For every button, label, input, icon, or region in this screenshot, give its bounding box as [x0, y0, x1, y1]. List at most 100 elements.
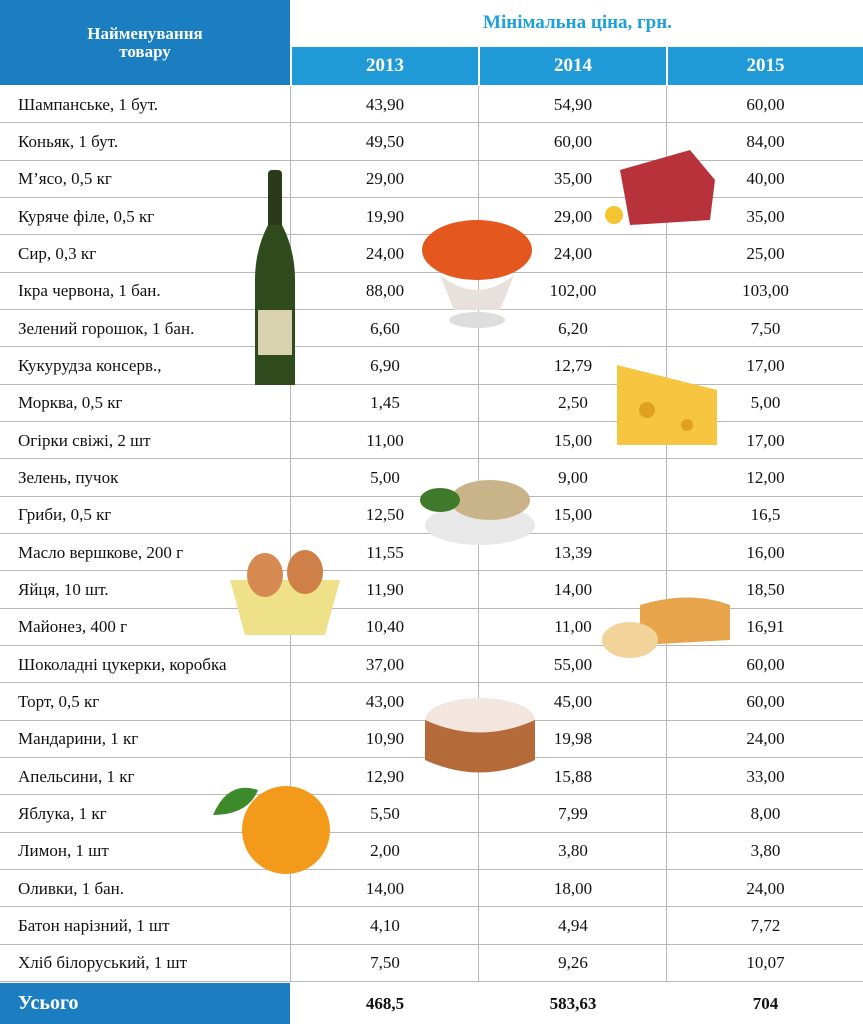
price: 16,5 [750, 505, 781, 525]
price: 29,00 [553, 206, 593, 226]
row-line [0, 869, 863, 870]
price: 18,50 [746, 579, 785, 599]
item-name: М’ясо, 0,5 кг [18, 169, 112, 189]
row-line [0, 159, 863, 161]
year-header: 2014 [480, 47, 666, 85]
item-name: Шампанське, 1 бут. [18, 94, 159, 114]
price: 10,07 [746, 953, 785, 973]
price: 24,00 [365, 243, 405, 263]
item-name: Лимон, 1 шт [18, 841, 109, 861]
item-name: Морква, 0,5 кг [18, 393, 123, 413]
item-name: Сир, 0,3 кг [18, 243, 97, 263]
price: 12,00 [746, 467, 785, 487]
price: 40,00 [746, 169, 785, 189]
price: 35,00 [553, 169, 593, 189]
price: 14,00 [365, 878, 405, 898]
price: 6,60 [370, 318, 400, 338]
price: 43,90 [365, 94, 405, 114]
row-line [0, 645, 863, 646]
price: 12,50 [365, 505, 405, 525]
row-line [0, 981, 863, 982]
row-line [0, 831, 863, 833]
price: 11,00 [366, 430, 404, 450]
col-line [290, 86, 291, 982]
price: 37,00 [365, 654, 405, 674]
price: 24,00 [746, 878, 785, 898]
price: 11,00 [554, 617, 592, 637]
price: 3,80 [750, 841, 781, 861]
item-name: Майонез, 400 г [18, 617, 128, 637]
item-name: Батон нарізний, 1 шт [18, 915, 170, 935]
price: 4,10 [370, 915, 400, 935]
item-name: Яйця, 10 шт. [18, 579, 109, 599]
item-name: Ікра червона, 1 бан. [18, 281, 161, 301]
total-value: 468,5 [365, 993, 405, 1013]
row-line [0, 906, 863, 908]
price: 88,00 [365, 281, 405, 301]
total-value: 583,63 [549, 993, 597, 1013]
price: 25,00 [746, 243, 785, 263]
price: 4,94 [558, 915, 588, 935]
col-line [478, 86, 479, 982]
row-line [0, 570, 863, 572]
price: 14,00 [553, 579, 593, 599]
price: 6,20 [558, 318, 588, 338]
price: 49,50 [365, 131, 405, 151]
price: 11,90 [366, 579, 404, 599]
row-line [0, 682, 863, 684]
year-header: 2013 [292, 47, 478, 85]
price: 24,00 [553, 243, 593, 263]
price: 102,00 [549, 281, 597, 301]
price: 16,91 [746, 617, 785, 637]
price: 29,00 [365, 169, 405, 189]
price: 7,50 [370, 953, 400, 973]
price: 35,00 [746, 206, 785, 226]
price: 60,00 [746, 691, 785, 711]
price: 5,00 [750, 393, 781, 413]
price: 1,45 [370, 393, 400, 413]
row-line [0, 943, 863, 945]
price: 60,00 [746, 654, 785, 674]
row-line [0, 309, 863, 310]
total-label: Усього [0, 983, 290, 1024]
price: 10,40 [365, 617, 405, 637]
price: 10,90 [365, 729, 405, 749]
header-title: Найменування товару [0, 0, 290, 85]
price: 45,00 [553, 691, 593, 711]
item-name: Апельсини, 1 кг [18, 766, 135, 786]
item-name: Шоколадні цукерки, коробка [18, 654, 227, 674]
item-name: Мандарини, 1 кг [18, 729, 139, 749]
price: 5,50 [370, 803, 400, 823]
item-name: Зелений горошок, 1 бан. [18, 318, 195, 338]
price: 9,26 [558, 953, 588, 973]
price: 55,00 [553, 654, 593, 674]
price: 15,88 [553, 766, 593, 786]
row-line [0, 458, 863, 460]
year-header: 2015 [668, 47, 863, 85]
total-value: 704 [752, 993, 779, 1013]
price: 60,00 [553, 131, 593, 151]
item-name: Гриби, 0,5 кг [18, 505, 112, 525]
row-line [0, 122, 863, 124]
price: 2,50 [558, 393, 588, 413]
price: 12,79 [553, 355, 593, 375]
price: 8,00 [750, 803, 781, 823]
price: 7,99 [558, 803, 588, 823]
price: 3,80 [558, 841, 588, 861]
price: 13,39 [553, 542, 593, 562]
row-line [0, 383, 863, 385]
item-name: Хліб білоруський, 1 шт [18, 953, 188, 973]
price: 19,90 [365, 206, 405, 226]
row-line [0, 197, 863, 198]
item-name: Куряче філе, 0,5 кг [18, 206, 155, 226]
price: 84,00 [746, 131, 785, 151]
price-title: Мінімальна ціна, грн. [483, 11, 672, 33]
price: 18,00 [553, 878, 593, 898]
price: 33,00 [746, 766, 785, 786]
price: 5,00 [370, 467, 400, 487]
item-name: Зелень, пучок [18, 467, 119, 487]
row-line [0, 794, 863, 796]
price: 12,90 [365, 766, 405, 786]
price: 24,00 [746, 729, 785, 749]
